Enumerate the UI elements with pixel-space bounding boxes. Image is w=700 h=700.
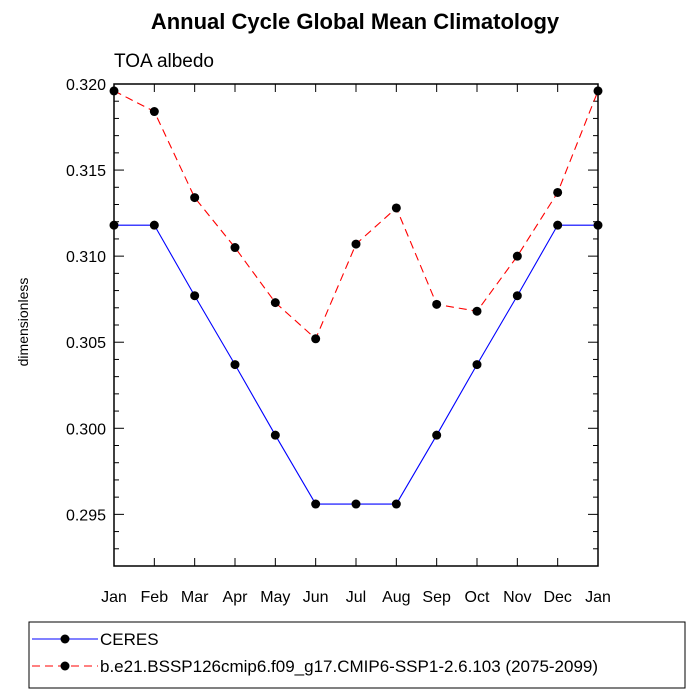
y-tick-label: 0.320 [66, 77, 106, 94]
x-tick-label: Jan [585, 589, 611, 606]
series-1-point [553, 220, 563, 230]
series-1-point [190, 291, 200, 301]
series-2-point [553, 187, 563, 197]
series-line-1 [114, 224, 598, 505]
series-1-point [149, 220, 159, 230]
y-tick-label: 0.310 [66, 249, 106, 266]
series-1-point [391, 499, 401, 509]
legend-label-2: b.e21.BSSP126cmip6.f09_g17.CMIP6-SSP1-2.… [100, 657, 598, 676]
series-1-point [270, 430, 280, 440]
y-tick-label: 0.315 [66, 163, 106, 180]
series-2-point [391, 203, 401, 213]
series-2-point [351, 239, 361, 249]
series-2-point [512, 251, 522, 261]
legend-marker-1 [60, 634, 70, 644]
series-2-point [432, 299, 442, 309]
series-1-point [432, 430, 442, 440]
series-1-point [472, 360, 482, 370]
x-tick-label: May [260, 589, 290, 606]
series-line-2 [113, 90, 599, 340]
series-1-point [512, 291, 522, 301]
series-2-point [472, 306, 482, 316]
legend-marker-2 [60, 661, 70, 671]
x-tick-label: Jun [303, 589, 329, 606]
x-tick-label: Nov [503, 589, 531, 606]
series-2-point [270, 298, 280, 308]
chart-title: Annual Cycle Global Mean Climatology [151, 9, 560, 34]
y-axis-label: dimensionless [15, 278, 31, 367]
plot-area: Jan Feb Mar Apr May Jun Jul Aug Sep Oct Nov Dec Jan 0… [66, 77, 611, 606]
x-tick-label: Apr [223, 589, 249, 606]
chart-subtitle: TOA albedo [114, 51, 214, 72]
legend-box [28, 621, 686, 689]
y-tick-label: 0.300 [66, 421, 106, 438]
legend: CERES b.e21.BSSP126cmip6.f09_g17.CMIP6-SS… [28, 621, 686, 689]
x-tick-label: Feb [141, 589, 169, 606]
x-tick-label: Oct [465, 589, 490, 606]
x-tick-label: Jan [101, 589, 127, 606]
series-1-point [311, 499, 321, 509]
y-tick-label: 0.305 [66, 335, 106, 352]
series-1-point [351, 499, 361, 509]
plot-frame [113, 83, 599, 567]
series-1-point [230, 360, 240, 370]
x-tick-label: Jul [346, 589, 366, 606]
x-tick-label: Mar [181, 589, 209, 606]
series-2-point [230, 243, 240, 253]
series-2-point [311, 334, 321, 344]
y-tick-label: 0.295 [66, 507, 106, 524]
x-tick-label: Sep [422, 589, 451, 606]
x-tick-label: Dec [543, 589, 571, 606]
x-tick-label: Aug [382, 589, 410, 606]
series-2-point [149, 107, 159, 117]
series-2-point [190, 193, 200, 203]
legend-label-1: CERES [100, 630, 159, 649]
